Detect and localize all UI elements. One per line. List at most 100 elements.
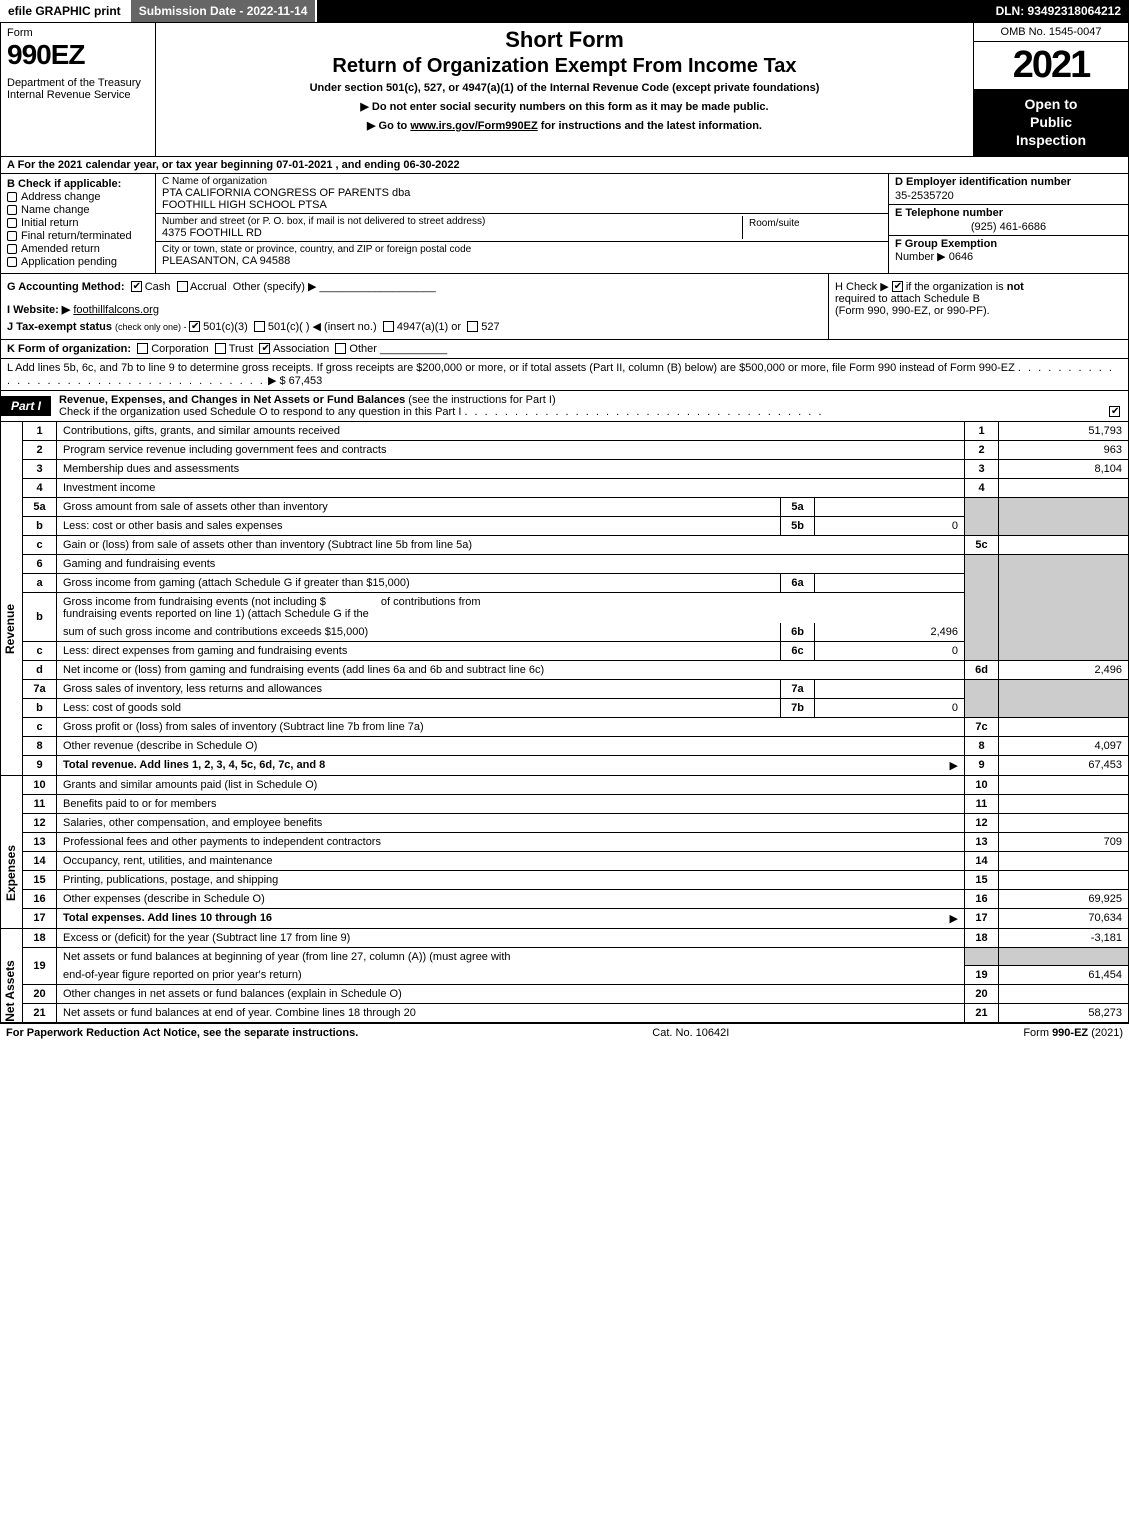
footer-right: Form 990-EZ (2021) — [1023, 1027, 1123, 1039]
netassets-label: Net Assets — [3, 960, 17, 1022]
cb-address-change[interactable]: Address change — [7, 191, 149, 203]
val: 4,097 — [999, 736, 1129, 755]
shade — [999, 947, 1129, 966]
website-link[interactable]: foothillfalcons.org — [73, 304, 159, 316]
ln: 1 — [23, 422, 57, 441]
section-c-label: C Name of organization — [162, 176, 882, 187]
desc: Total expenses. Add lines 10 through 16 … — [57, 908, 965, 928]
ln: 16 — [23, 889, 57, 908]
checkbox-icon — [7, 257, 17, 267]
num: 15 — [965, 870, 999, 889]
checkbox-4947-icon[interactable] — [383, 321, 394, 332]
val: -3,181 — [999, 929, 1129, 948]
header-right: OMB No. 1545-0047 2021 Open to Public In… — [973, 23, 1128, 156]
arrow-line-1: ▶ Do not enter social security numbers o… — [164, 100, 965, 113]
website-label: I Website: ▶ — [7, 304, 70, 316]
shade — [999, 679, 1129, 717]
num: 7c — [965, 717, 999, 736]
row-19-bot: end-of-year figure reported on prior yea… — [23, 966, 1129, 985]
efile-label[interactable]: efile GRAPHIC print — [0, 0, 131, 22]
d1: Gross income from fundraising events (no… — [63, 596, 326, 608]
val — [999, 776, 1129, 795]
val — [999, 851, 1129, 870]
k-o2: Trust — [229, 343, 254, 355]
row-10: 10Grants and similar amounts paid (list … — [23, 776, 1129, 795]
checkbox-accrual-icon[interactable] — [177, 281, 188, 292]
cb-label: Application pending — [21, 256, 117, 268]
mid-val: 0 — [815, 641, 965, 660]
num: 3 — [965, 459, 999, 478]
row-7a: 7aGross sales of inventory, less returns… — [23, 679, 1129, 698]
desc: Other expenses (describe in Schedule O) — [57, 889, 965, 908]
shade — [965, 947, 999, 966]
submission-date: Submission Date - 2022-11-14 — [131, 0, 318, 22]
dots — [464, 406, 823, 418]
irs-link[interactable]: www.irs.gov/Form990EZ — [410, 120, 537, 132]
line-h-3: (Form 990, 990-EZ, or 990-PF). — [835, 305, 1122, 317]
val — [999, 717, 1129, 736]
cb-name-change[interactable]: Name change — [7, 204, 149, 216]
header-left: Form 990EZ Department of the Treasury In… — [1, 23, 156, 156]
section-e: E Telephone number (925) 461-6686 — [889, 205, 1128, 236]
ln: 2 — [23, 440, 57, 459]
org-name-row: C Name of organization PTA CALIFORNIA CO… — [156, 174, 888, 214]
cb-application-pending[interactable]: Application pending — [7, 256, 149, 268]
row-gh: G Accounting Method: Cash Accrual Other … — [0, 274, 1129, 340]
checkbox-assoc-icon[interactable] — [259, 343, 270, 354]
checkbox-trust-icon[interactable] — [215, 343, 226, 354]
section-b-label-text: B Check if applicable: — [7, 178, 121, 190]
cb-initial-return[interactable]: Initial return — [7, 217, 149, 229]
desc: Gain or (loss) from sale of assets other… — [57, 535, 965, 554]
fr-pre: Form — [1023, 1027, 1052, 1039]
num: 11 — [965, 794, 999, 813]
form-number: 990EZ — [7, 39, 149, 71]
part-1-title: Revenue, Expenses, and Changes in Net As… — [51, 391, 1128, 421]
desc: Net income or (loss) from gaming and fun… — [57, 660, 965, 679]
row-5a: 5aGross amount from sale of assets other… — [23, 497, 1129, 516]
checkbox-527-icon[interactable] — [467, 321, 478, 332]
expenses-label: Expenses — [4, 845, 18, 901]
mid-val: 0 — [815, 698, 965, 717]
checkbox-corp-icon[interactable] — [137, 343, 148, 354]
ln: b — [23, 698, 57, 717]
row-12: 12Salaries, other compensation, and empl… — [23, 813, 1129, 832]
val: 70,634 — [999, 908, 1129, 928]
section-f: F Group Exemption Number ▶ 0646 — [889, 236, 1128, 265]
line-a-text: A For the 2021 calendar year, or tax yea… — [7, 159, 460, 171]
val: 2,496 — [999, 660, 1129, 679]
arrow2-pre: ▶ Go to — [367, 120, 410, 132]
num: 16 — [965, 889, 999, 908]
revenue-label: Revenue — [3, 604, 17, 654]
mid-ln: 6a — [781, 573, 815, 592]
ln: a — [23, 573, 57, 592]
checkbox-h-icon[interactable] — [892, 281, 903, 292]
row-17: 17Total expenses. Add lines 10 through 1… — [23, 908, 1129, 928]
cb-amended-return[interactable]: Amended return — [7, 243, 149, 255]
desc: Occupancy, rent, utilities, and maintena… — [57, 851, 965, 870]
mid-ln: 7b — [781, 698, 815, 717]
checkbox-other-icon[interactable] — [335, 343, 346, 354]
checkbox-cash-icon[interactable] — [131, 281, 142, 292]
checkbox-501c3-icon[interactable] — [189, 321, 200, 332]
ln: c — [23, 717, 57, 736]
desc: Salaries, other compensation, and employ… — [57, 813, 965, 832]
checkbox-501c-icon[interactable] — [254, 321, 265, 332]
num: 9 — [965, 755, 999, 775]
cb-final-return[interactable]: Final return/terminated — [7, 230, 149, 242]
mid-ln: 6c — [781, 641, 815, 660]
room-label: Room/suite — [749, 218, 876, 229]
desc: Program service revenue including govern… — [57, 440, 965, 459]
desc-text: Total expenses. Add lines 10 through 16 — [63, 912, 272, 924]
checkbox-schedule-o-icon[interactable] — [1109, 406, 1120, 417]
netassets-section: Net Assets 18Excess or (deficit) for the… — [0, 929, 1129, 1024]
mid-ln: 5b — [781, 516, 815, 535]
checkbox-icon — [7, 231, 17, 241]
form-title: Return of Organization Exempt From Incom… — [164, 55, 965, 78]
val — [999, 813, 1129, 832]
city-row: City or town, state or province, country… — [156, 242, 888, 269]
desc: Other revenue (describe in Schedule O) — [57, 736, 965, 755]
ln: 11 — [23, 794, 57, 813]
part-1-header: Part I Revenue, Expenses, and Changes in… — [0, 391, 1129, 422]
num: 10 — [965, 776, 999, 795]
desc: Professional fees and other payments to … — [57, 832, 965, 851]
